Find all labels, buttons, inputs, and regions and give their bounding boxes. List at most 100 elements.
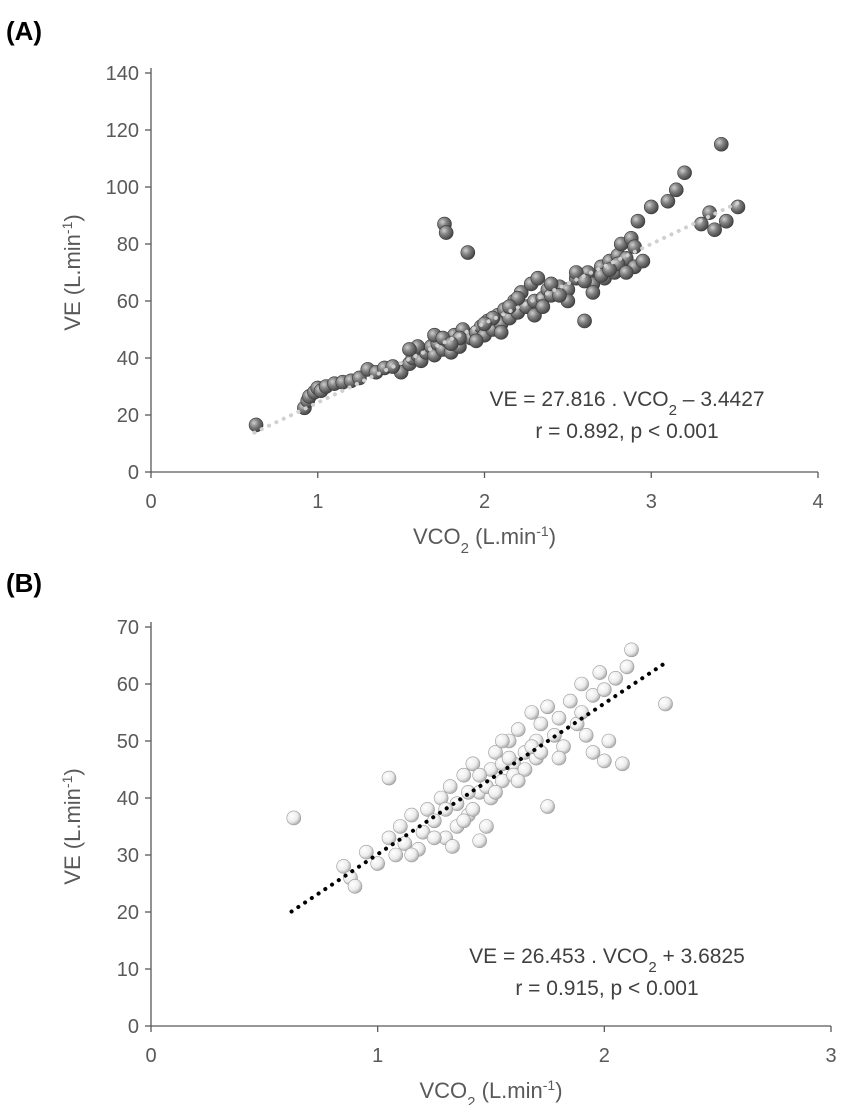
data-point — [488, 745, 503, 760]
data-point — [370, 856, 385, 871]
x-tick-label: 3 — [825, 1045, 836, 1067]
data-point — [585, 745, 601, 760]
data-point — [456, 767, 472, 783]
data-point — [347, 879, 363, 894]
correlation-stats: r = 0.915, p < 0.001 — [515, 977, 698, 1000]
x-tick-label: 4 — [812, 491, 823, 513]
data-point — [578, 728, 594, 743]
panel-label-b: (B) — [6, 568, 43, 598]
data-point — [713, 136, 729, 152]
data-point — [551, 710, 567, 726]
x-tick-label: 0 — [145, 1045, 156, 1067]
data-point — [472, 833, 487, 849]
trendline — [252, 200, 740, 435]
chart-a: 0 20 40 60 80 100 120 140 0 1 2 3 4 VE = 27.816 . VCO… — [59, 63, 824, 557]
y-tick-label: 30 — [117, 845, 139, 867]
data-point — [472, 767, 487, 783]
data-point — [618, 265, 634, 280]
y-axis-title: VE (L.min-1) — [59, 768, 85, 884]
data-point — [551, 750, 567, 766]
data-point — [597, 753, 612, 769]
data-point — [630, 213, 646, 229]
data-point — [718, 213, 734, 229]
y-tick-label: 60 — [117, 674, 139, 696]
y-tick-label: 70 — [117, 617, 139, 639]
data-point — [420, 802, 435, 817]
data-point — [479, 819, 494, 834]
panel-label-a: (A) — [6, 16, 43, 46]
data-point — [461, 785, 476, 800]
data-point — [707, 222, 722, 238]
y-tick-label: 50 — [117, 731, 139, 753]
data-point — [540, 699, 555, 715]
data-point — [597, 682, 612, 697]
data-point — [608, 671, 623, 686]
y-tick-label: 0 — [128, 1016, 139, 1038]
data-point — [660, 193, 676, 209]
chart-b: 0 10 20 30 40 50 60 70 0 1 2 3 VE = 26.453 . VCO2 + … — [59, 617, 837, 1105]
data-point — [524, 705, 540, 720]
data-point — [619, 659, 635, 675]
x-axis-title: VCO2 (L.min-1) — [413, 523, 556, 557]
data-point — [563, 693, 578, 709]
data-point — [574, 676, 589, 692]
data-point — [577, 313, 592, 329]
data-point — [643, 199, 659, 215]
data-point — [445, 839, 460, 854]
y-tick-label: 20 — [117, 902, 139, 924]
data-point — [404, 807, 419, 823]
y-tick-label: 0 — [128, 462, 139, 484]
data-point — [495, 733, 510, 749]
y-tick-label: 120 — [106, 120, 139, 142]
data-point — [635, 253, 651, 269]
data-point — [552, 287, 567, 303]
data-point — [601, 733, 617, 749]
data-point — [501, 750, 517, 766]
x-tick-label: 0 — [145, 491, 156, 513]
data-point — [585, 285, 601, 300]
regression-equation: VE = 27.816 . VCO2 – 3.4427 — [489, 388, 764, 419]
y-axis-title: VE (L.min-1) — [59, 214, 85, 330]
data-point — [442, 779, 458, 794]
x-tick-label: 1 — [312, 491, 323, 513]
data-point — [624, 642, 639, 658]
data-point — [381, 830, 397, 846]
data-point — [460, 245, 476, 260]
y-tick-label: 60 — [117, 291, 139, 313]
data-point — [402, 342, 417, 357]
x-tick-label: 1 — [372, 1045, 383, 1067]
data-point — [535, 299, 551, 315]
y-tick-label: 140 — [106, 63, 139, 85]
data-point — [465, 756, 481, 772]
data-point — [488, 785, 503, 800]
y-tick-label: 40 — [117, 348, 139, 370]
data-point — [286, 810, 302, 826]
data-point — [336, 859, 351, 874]
data-point — [615, 756, 630, 772]
data-point — [677, 165, 692, 181]
x-tick-label: 3 — [646, 491, 657, 513]
x-tick-label: 2 — [479, 491, 490, 513]
data-point — [658, 696, 673, 712]
x-axis-title: VCO2 (L.min-1) — [419, 1077, 562, 1105]
data-point — [468, 333, 484, 349]
y-tick-label: 100 — [106, 177, 139, 199]
y-tick-label: 40 — [117, 788, 139, 810]
y-tick-label: 80 — [117, 234, 139, 256]
data-point — [517, 762, 533, 777]
data-point — [381, 770, 397, 786]
regression-equation: VE = 26.453 . VCO2 + 3.6825 — [469, 945, 745, 976]
data-point — [404, 847, 419, 863]
y-tick-label: 20 — [117, 405, 139, 427]
correlation-stats: r = 0.892, p < 0.001 — [535, 420, 718, 443]
y-tick-label: 10 — [117, 959, 139, 981]
data-point — [388, 847, 404, 863]
data-point — [533, 716, 549, 732]
data-point — [493, 325, 509, 340]
data-point — [530, 270, 546, 286]
data-point — [465, 802, 481, 817]
data-point — [427, 830, 442, 846]
data-point — [510, 773, 526, 789]
data-point — [540, 799, 555, 814]
data-point — [543, 276, 559, 292]
